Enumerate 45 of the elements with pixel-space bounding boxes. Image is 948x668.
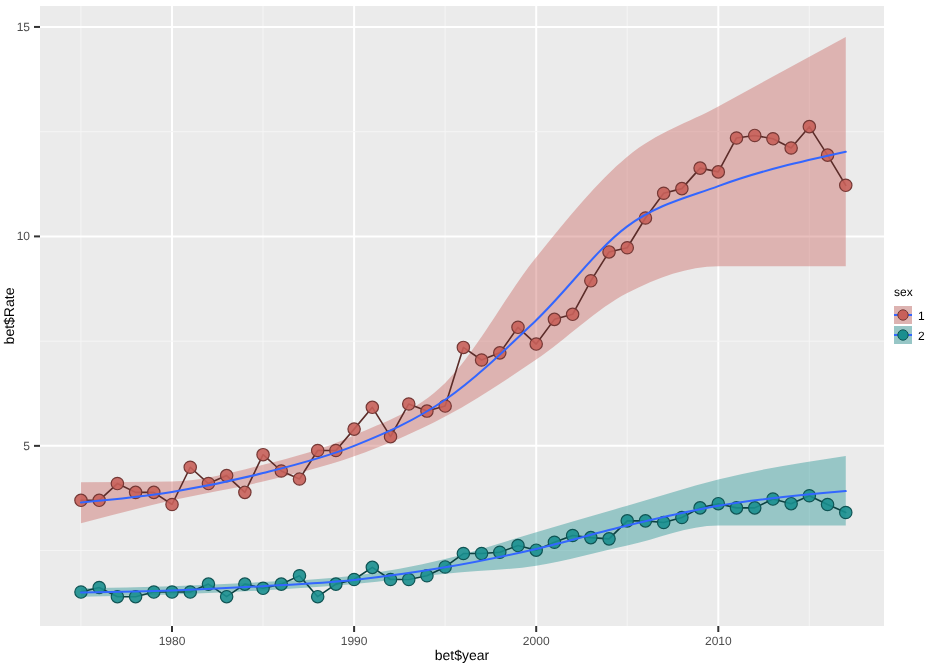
point [511,320,525,335]
point [729,131,744,145]
point [529,337,543,351]
point [711,165,726,179]
point [565,307,580,322]
point [401,397,416,411]
point [784,141,798,155]
point [347,422,361,436]
point [547,312,562,327]
point [766,132,780,146]
point [474,546,489,561]
point [438,399,452,413]
point [474,353,489,367]
point [292,568,307,583]
point [747,501,762,515]
point [401,572,416,587]
point [110,476,125,491]
point [256,447,270,462]
point [784,496,798,511]
point [656,186,671,201]
point [383,429,398,444]
point [675,181,689,196]
point [602,532,616,546]
point [292,472,307,486]
point [620,240,635,255]
point [511,538,525,553]
point [310,443,325,458]
point [165,497,179,512]
point [820,497,835,512]
point [219,589,234,604]
point [584,274,598,288]
point [456,546,471,561]
point [310,589,325,604]
point [456,340,471,355]
point [365,400,380,415]
point [838,505,853,520]
point [602,245,616,259]
point [238,485,252,500]
point [365,560,380,575]
point [802,119,817,134]
point [693,161,707,175]
point [838,178,853,193]
point [747,128,762,143]
point [183,460,198,474]
point [219,468,234,483]
